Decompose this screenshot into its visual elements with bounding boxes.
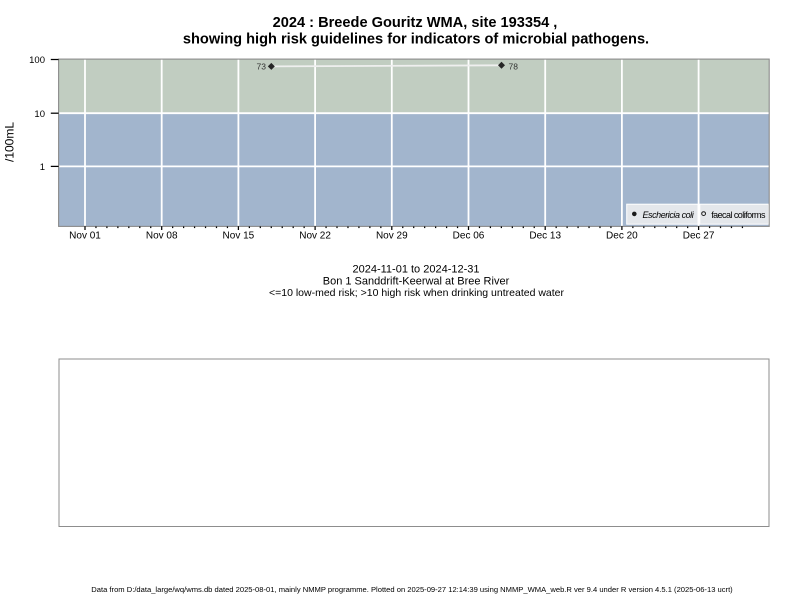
svg-text:73: 73 <box>257 61 267 71</box>
svg-text:2024-11-01 to 2024-12-31: 2024-11-01 to 2024-12-31 <box>352 263 479 275</box>
svg-text:Nov 01: Nov 01 <box>69 231 101 242</box>
svg-text:showing high risk guidelines f: showing high risk guidelines for indicat… <box>183 32 649 48</box>
svg-text:Dec 20: Dec 20 <box>606 231 638 242</box>
svg-text:Nov 15: Nov 15 <box>223 231 255 242</box>
svg-text:100: 100 <box>29 55 45 66</box>
svg-text:10: 10 <box>34 109 45 120</box>
svg-text:1: 1 <box>40 162 45 173</box>
svg-text:2024 : Breede Gouritz WMA, sit: 2024 : Breede Gouritz WMA, site 193354 , <box>273 15 558 31</box>
svg-text:Eschericia coli: Eschericia coli <box>643 210 695 220</box>
svg-text:Dec 27: Dec 27 <box>683 231 715 242</box>
svg-text:faecal coliforms: faecal coliforms <box>711 210 766 220</box>
svg-text:Dec 06: Dec 06 <box>453 231 485 242</box>
svg-text:78: 78 <box>509 61 519 71</box>
svg-text:/100mL: /100mL <box>3 122 17 162</box>
svg-text:<=10 low-med risk; >10 high ri: <=10 low-med risk; >10 high risk when dr… <box>269 287 565 299</box>
svg-text:Data from D:/data_large/wq/wms: Data from D:/data_large/wq/wms.db dated … <box>91 585 733 594</box>
svg-text:Nov 08: Nov 08 <box>146 231 178 242</box>
svg-text:Nov 22: Nov 22 <box>299 231 331 242</box>
svg-text:Nov 29: Nov 29 <box>376 231 408 242</box>
svg-text:Dec 13: Dec 13 <box>529 231 561 242</box>
svg-text:Bon 1 Sanddrift-Keerwal at Bre: Bon 1 Sanddrift-Keerwal at Bree River <box>323 275 510 287</box>
